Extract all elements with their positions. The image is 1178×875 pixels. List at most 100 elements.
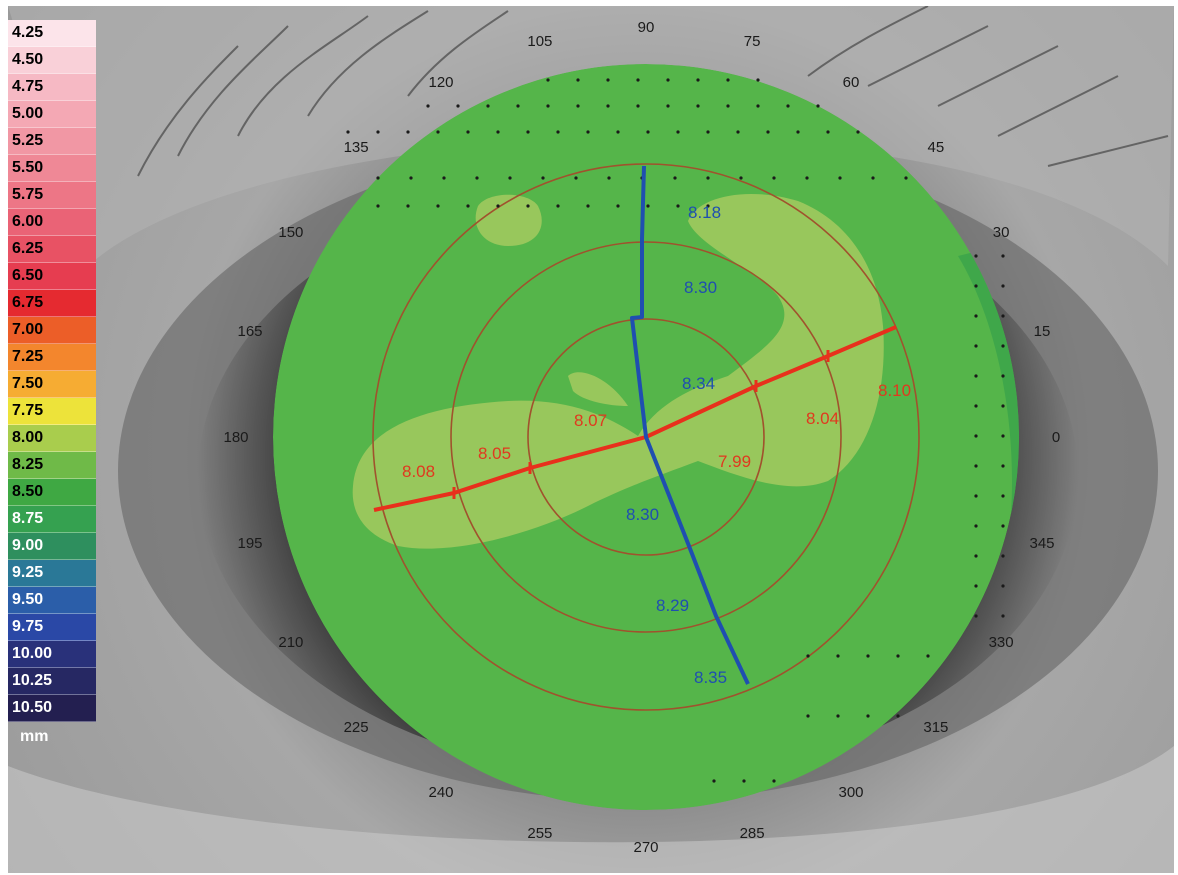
placido-dot <box>496 130 500 134</box>
placido-dot <box>666 78 670 82</box>
placido-dot <box>805 176 809 180</box>
angle-label: 105 <box>527 33 552 50</box>
placido-dot <box>426 104 430 108</box>
placido-dot <box>576 104 580 108</box>
scale-swatch: 6.25 <box>8 236 96 263</box>
placido-dot <box>676 130 680 134</box>
placido-dot <box>556 204 560 208</box>
placido-dot <box>806 714 810 718</box>
placido-dot <box>436 204 440 208</box>
placido-dot <box>376 204 380 208</box>
flat-value: 8.10 <box>878 381 911 400</box>
placido-dot <box>1001 464 1005 468</box>
placido-dot <box>756 104 760 108</box>
placido-dot <box>974 554 978 558</box>
placido-dot <box>816 104 820 108</box>
placido-dot <box>1001 314 1005 318</box>
placido-dot <box>466 204 470 208</box>
scale-swatch: 8.50 <box>8 479 96 506</box>
placido-dot <box>772 779 776 783</box>
placido-dot <box>406 130 410 134</box>
placido-dot <box>974 464 978 468</box>
placido-dot <box>742 779 746 783</box>
placido-dot <box>974 284 978 288</box>
placido-dot <box>1001 614 1005 618</box>
scale-swatch: 4.50 <box>8 47 96 74</box>
placido-dot <box>606 78 610 82</box>
angle-label: 195 <box>237 535 262 552</box>
placido-dot <box>736 130 740 134</box>
scale-swatch: 10.00 <box>8 641 96 668</box>
placido-dot <box>526 130 530 134</box>
placido-dot <box>904 176 908 180</box>
placido-dot <box>806 654 810 658</box>
placido-dot <box>1001 554 1005 558</box>
axis-angle-labels: 0 15 30 45 60 75 90 105 120 135 150 165 180 195 210 225… <box>223 19 1060 856</box>
placido-dot <box>606 104 610 108</box>
placido-dot <box>974 524 978 528</box>
placido-dot <box>766 130 770 134</box>
placido-dot <box>706 176 710 180</box>
placido-dot <box>1001 584 1005 588</box>
angle-label: 135 <box>344 139 369 156</box>
scale-swatch: 9.25 <box>8 560 96 587</box>
placido-dot <box>586 204 590 208</box>
scale-swatch: 7.50 <box>8 371 96 398</box>
angle-label: 270 <box>633 839 658 856</box>
angle-label: 45 <box>928 139 945 156</box>
placido-dot <box>1001 434 1005 438</box>
scale-swatch: 7.25 <box>8 344 96 371</box>
zone-ring-middle <box>450 241 842 633</box>
angle-label: 30 <box>993 224 1010 241</box>
placido-dot <box>866 714 870 718</box>
placido-dot <box>1001 404 1005 408</box>
placido-dot <box>974 314 978 318</box>
placido-dot <box>636 104 640 108</box>
scale-swatch: 6.50 <box>8 263 96 290</box>
angle-label: 240 <box>428 784 453 801</box>
flat-meridian-values: 8.08 8.05 8.07 7.99 8.04 8.10 <box>402 381 911 481</box>
placido-dot <box>526 204 530 208</box>
steep-meridian-values: 8.18 8.30 8.34 8.30 8.29 8.35 <box>626 203 727 687</box>
placido-dot <box>406 204 410 208</box>
steep-value: 8.35 <box>694 668 727 687</box>
scale-swatch: 4.25 <box>8 20 96 47</box>
angle-label: 150 <box>278 224 303 241</box>
placido-dot <box>974 254 978 258</box>
placido-dot <box>607 176 611 180</box>
placido-dot <box>546 104 550 108</box>
placido-dot <box>376 130 380 134</box>
scale-swatch: 8.75 <box>8 506 96 533</box>
scale-swatch: 5.00 <box>8 101 96 128</box>
placido-dot <box>442 176 446 180</box>
zone-ring-inner <box>527 318 765 556</box>
placido-dot <box>666 104 670 108</box>
placido-dot <box>546 78 550 82</box>
angle-label: 285 <box>740 825 765 842</box>
placido-dot <box>786 104 790 108</box>
steep-value: 8.18 <box>688 203 721 222</box>
steep-value: 8.34 <box>682 374 715 393</box>
placido-dot <box>974 374 978 378</box>
placido-dot <box>574 176 578 180</box>
angle-label: 315 <box>923 719 948 736</box>
angle-label: 330 <box>989 634 1014 651</box>
flat-value: 8.05 <box>478 444 511 463</box>
placido-dot <box>616 130 620 134</box>
placido-dot <box>1001 374 1005 378</box>
scale-swatch: 5.50 <box>8 155 96 182</box>
placido-dot <box>856 130 860 134</box>
steep-value: 8.29 <box>656 596 689 615</box>
scale-swatch: 7.75 <box>8 398 96 425</box>
steep-value: 8.30 <box>626 505 659 524</box>
placido-dot-markers <box>346 78 1005 783</box>
angle-label: 345 <box>1029 535 1054 552</box>
scale-swatch: 9.75 <box>8 614 96 641</box>
placido-dot <box>376 176 380 180</box>
placido-dot <box>1001 494 1005 498</box>
placido-dot <box>556 130 560 134</box>
placido-dot <box>706 130 710 134</box>
scale-swatch: 6.00 <box>8 209 96 236</box>
placido-dot <box>486 104 490 108</box>
angle-label: 120 <box>428 74 453 91</box>
